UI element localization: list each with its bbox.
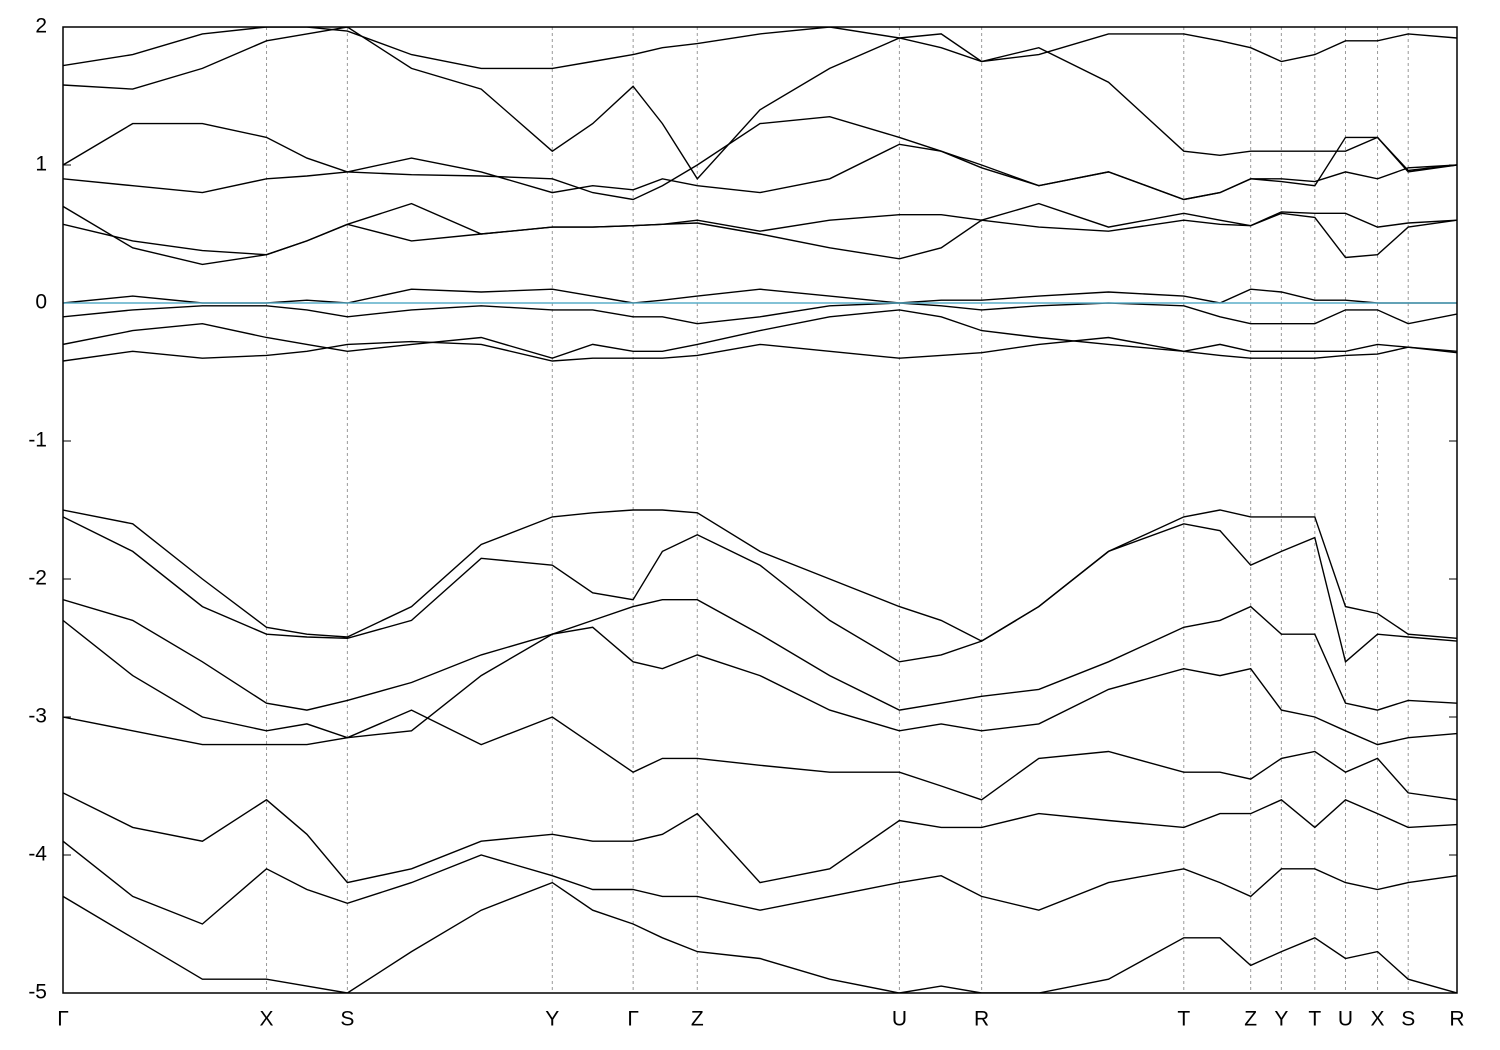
band-line xyxy=(63,619,1457,746)
x-tick-label: Γ xyxy=(627,1008,639,1031)
band-line xyxy=(63,302,1457,325)
y-tick-label: -3 xyxy=(28,705,47,728)
band-line xyxy=(63,143,1457,201)
x-tick-label: X xyxy=(1371,1008,1385,1031)
x-tick-label: U xyxy=(1338,1008,1353,1031)
band-line xyxy=(63,202,1457,266)
y-tick-label: 0 xyxy=(35,291,47,314)
x-tick-label: R xyxy=(974,1008,989,1031)
x-tick-label: X xyxy=(260,1008,274,1031)
band-line xyxy=(63,599,1457,711)
band-line xyxy=(63,309,1457,359)
plot-background xyxy=(63,27,1457,993)
band-line xyxy=(63,792,1457,884)
x-tick-label: Z xyxy=(1244,1008,1257,1031)
band-line xyxy=(63,115,1457,201)
y-tick-label: -2 xyxy=(28,567,47,590)
band-line xyxy=(63,840,1457,925)
x-tick-label: S xyxy=(1401,1008,1415,1031)
band-line xyxy=(63,516,1457,664)
plot-frame xyxy=(62,26,1458,994)
x-tick-label: Z xyxy=(691,1008,704,1031)
y-tick-label: -1 xyxy=(28,429,47,452)
x-tick-label: T xyxy=(1177,1008,1190,1031)
y-tick-label: 1 xyxy=(35,153,47,176)
y-tick-label: -5 xyxy=(28,981,47,1004)
x-tick-label: Y xyxy=(1274,1008,1288,1031)
band-line xyxy=(63,881,1457,993)
band-line xyxy=(63,709,1457,801)
band-line xyxy=(63,27,1457,70)
x-tick-label: T xyxy=(1308,1008,1321,1031)
x-tick-label: U xyxy=(892,1008,907,1031)
band-line xyxy=(63,509,1457,642)
x-tick-label: R xyxy=(1449,1008,1464,1031)
x-tick-label: Γ xyxy=(57,1008,69,1031)
y-tick-label: 2 xyxy=(35,15,47,38)
x-tick-label: Y xyxy=(545,1008,559,1031)
band-line xyxy=(63,336,1457,362)
band-line xyxy=(63,288,1457,304)
y-tick-label: -4 xyxy=(28,843,47,866)
x-tick-label: S xyxy=(340,1008,354,1031)
